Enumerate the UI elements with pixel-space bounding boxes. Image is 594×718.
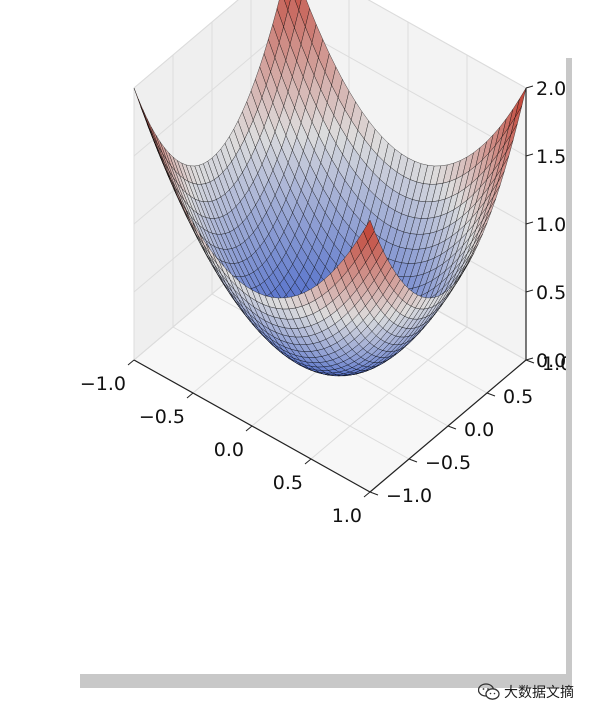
y-tick-label: −0.5 bbox=[425, 452, 471, 474]
z-tick bbox=[525, 153, 534, 157]
z-tick bbox=[525, 357, 534, 361]
surface-mesh bbox=[133, 0, 527, 377]
x-tick bbox=[127, 359, 135, 366]
x-tick-label: −1.0 bbox=[80, 373, 126, 395]
z-tick-label: 0.5 bbox=[536, 282, 566, 304]
scrollbar-vertical-edge bbox=[566, 58, 572, 686]
z-tick bbox=[525, 85, 534, 89]
x-tick-label: 0.0 bbox=[214, 439, 244, 461]
y-tick bbox=[525, 359, 535, 364]
x-tick bbox=[186, 392, 194, 399]
z-tick bbox=[525, 221, 534, 225]
watermark-text: 大数据文摘 bbox=[504, 685, 574, 701]
y-tick bbox=[486, 392, 496, 397]
y-tick bbox=[369, 491, 379, 496]
x-tick-label: 0.5 bbox=[273, 472, 303, 494]
y-tick-label: −1.0 bbox=[386, 485, 432, 507]
x-tick bbox=[245, 425, 253, 432]
wechat-icon bbox=[478, 683, 500, 701]
x-tick bbox=[363, 491, 371, 498]
y-tick-label: 0.0 bbox=[464, 419, 494, 441]
x-tick-label: 1.0 bbox=[332, 505, 362, 527]
grid-line bbox=[133, 0, 527, 89]
scrollbar-horizontal-edge bbox=[80, 674, 572, 688]
x-tick-label: −0.5 bbox=[139, 406, 185, 428]
x-tick bbox=[304, 458, 312, 465]
z-tick-label: 0.0 bbox=[536, 350, 566, 372]
z-tick-label: 2.0 bbox=[536, 78, 566, 100]
tick-labels: −1.0−0.50.00.51.0−1.0−0.50.00.51.00.00.5… bbox=[80, 78, 572, 527]
z-tick-label: 1.0 bbox=[536, 214, 566, 236]
z-tick-label: 1.5 bbox=[536, 146, 566, 168]
y-tick-label: 1.0 bbox=[542, 353, 572, 375]
z-tick bbox=[525, 289, 534, 293]
watermark: 大数据文摘 bbox=[478, 680, 574, 704]
y-tick bbox=[447, 425, 457, 430]
y-tick-label: 0.5 bbox=[503, 386, 533, 408]
surface-patch bbox=[363, 219, 375, 243]
y-tick bbox=[408, 458, 418, 463]
